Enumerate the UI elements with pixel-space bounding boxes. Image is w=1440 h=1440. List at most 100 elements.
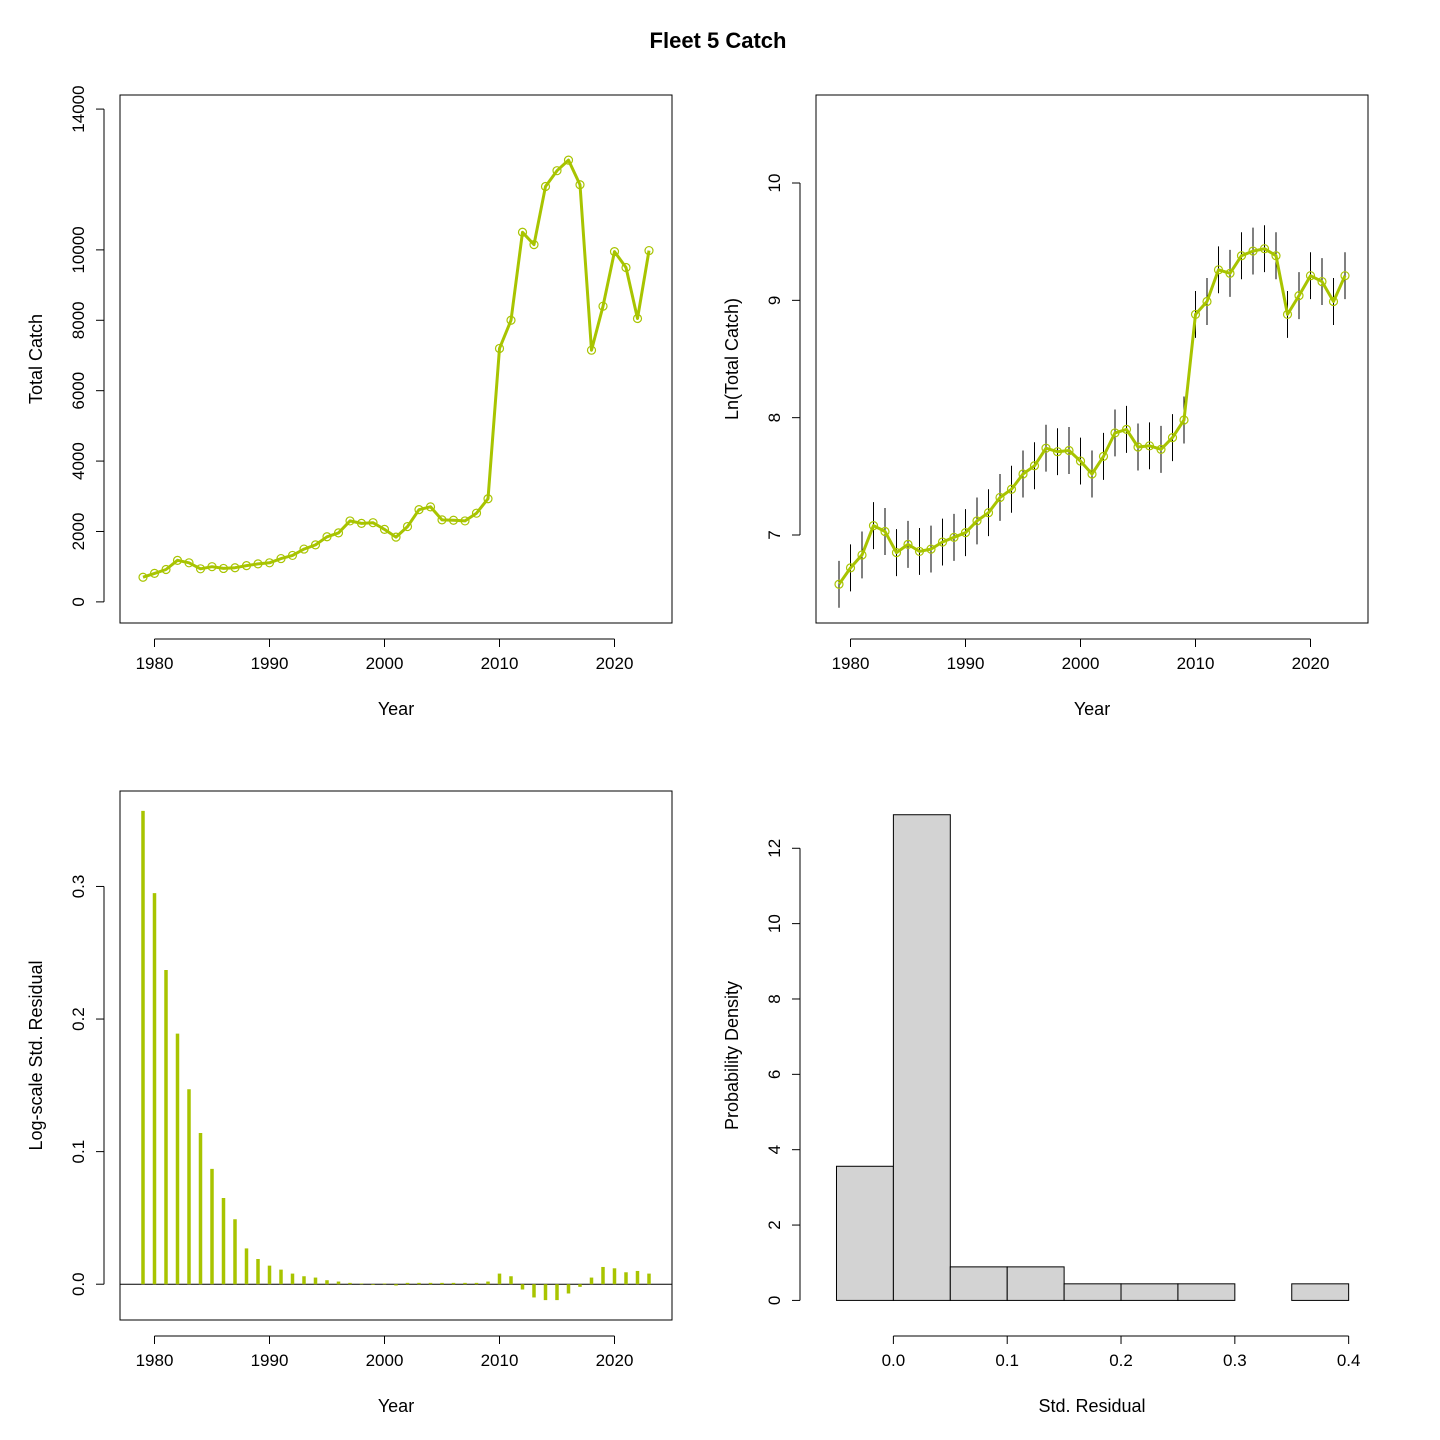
y-tick-label: 7: [765, 530, 784, 539]
plot-frame: [119, 790, 673, 1321]
data-point: [1259, 244, 1270, 254]
data-point: [333, 528, 344, 538]
data-point: [960, 528, 971, 538]
data-point: [1248, 246, 1258, 256]
histogram-bar: [1063, 1283, 1122, 1301]
data-point: [1041, 443, 1051, 453]
histogram-bar: [949, 1266, 1008, 1301]
data-point: [506, 315, 516, 325]
data-point: [276, 553, 286, 564]
data-point: [1179, 415, 1189, 425]
data-point: [563, 155, 574, 165]
x-tick-label: 2010: [481, 1351, 519, 1370]
series-line: [142, 158, 651, 579]
data-point: [1282, 309, 1293, 320]
x-tick-label: 1990: [251, 1351, 289, 1370]
y-axis: 7 8 9 10 Ln(Total Catch): [722, 174, 801, 540]
data-point: [621, 262, 631, 273]
y-tick-label: 10: [765, 914, 784, 933]
data-point: [195, 564, 206, 574]
x-tick-label: 2020: [1292, 654, 1330, 673]
data-point: [218, 563, 229, 574]
y-tick-label: 6000: [69, 372, 88, 410]
x-tick-label: 2010: [1177, 654, 1215, 673]
histogram-bar: [1006, 1266, 1065, 1301]
x-axis-label: Std. Residual: [1038, 1396, 1145, 1416]
histogram-bar: [1291, 1283, 1350, 1301]
y-tick-label: 0.2: [69, 1007, 88, 1031]
data-point: [983, 508, 994, 518]
data-point: [1271, 251, 1281, 261]
data-point: [149, 568, 160, 578]
data-point: [1006, 484, 1017, 494]
data-point: [1225, 268, 1235, 278]
x-tick-label: 0.3: [1223, 1351, 1247, 1370]
data-point: [207, 562, 217, 572]
data-point: [586, 345, 597, 355]
data-point: [1213, 265, 1224, 275]
x-tick-label: 1980: [832, 654, 870, 673]
data-point: [264, 558, 275, 568]
data-point: [368, 518, 378, 528]
data-marks: [835, 814, 1350, 1301]
data-point: [1087, 469, 1097, 479]
data-point: [529, 240, 539, 250]
plot-frame: [119, 94, 673, 624]
panel-total-catch: 1980 1990 2000 2010 2020 Year 0 2000 4000 6000 800…: [26, 85, 673, 719]
data-point: [356, 518, 367, 528]
data-point: [379, 524, 390, 534]
data-point: [483, 494, 493, 504]
x-tick-label: 2020: [596, 1351, 634, 1370]
data-point: [1328, 296, 1339, 307]
data-point: [1052, 447, 1063, 457]
y-tick-label: 10: [765, 174, 784, 193]
x-tick-label: 0.2: [1109, 1351, 1133, 1370]
panel-log-std-residual: 1980 1990 2000 2010 2020 Year 0.0 0.1 0.2 0.3 Log-…: [26, 790, 673, 1416]
data-point: [184, 558, 194, 568]
x-tick-label: 1980: [136, 654, 174, 673]
data-point: [834, 579, 844, 589]
data-point: [253, 559, 263, 569]
y-tick-label: 0.1: [69, 1140, 88, 1164]
data-point: [310, 540, 321, 550]
data-point: [552, 166, 562, 176]
y-axis-label: Probability Density: [722, 981, 742, 1130]
data-point: [598, 301, 608, 311]
x-tick-label: 0.0: [882, 1351, 906, 1370]
data-marks: [834, 225, 1350, 608]
data-point: [609, 247, 620, 257]
data-point: [926, 544, 936, 554]
y-axis: 0.0 0.1 0.2 0.3 Log-scale Std. Residual: [26, 875, 105, 1296]
data-point: [937, 537, 948, 547]
histogram-bar: [892, 814, 951, 1301]
data-point: [1190, 309, 1201, 320]
x-axis-label: Year: [378, 1396, 414, 1416]
x-tick-label: 1990: [947, 654, 985, 673]
data-point: [391, 532, 401, 542]
y-tick-label: 0: [69, 597, 88, 606]
data-point: [1018, 469, 1028, 479]
y-tick-label: 14000: [69, 85, 88, 132]
data-point: [644, 245, 654, 256]
data-point: [949, 532, 959, 542]
y-tick-label: 2: [765, 1220, 784, 1229]
data-point: [1167, 433, 1178, 443]
x-axis: 1980 1990 2000 2010 2020 Year: [832, 638, 1330, 719]
x-tick-label: 1980: [136, 1351, 174, 1370]
data-point: [494, 343, 505, 354]
data-point: [914, 546, 925, 557]
data-point: [1294, 291, 1304, 301]
data-point: [1305, 271, 1316, 281]
data-point: [1121, 424, 1132, 434]
x-tick-label: 1990: [251, 654, 289, 673]
data-point: [903, 539, 913, 549]
data-marks: [120, 810, 672, 1301]
data-point: [241, 561, 252, 571]
data-point: [1144, 441, 1155, 451]
x-axis: 1980 1990 2000 2010 2020 Year: [136, 638, 633, 719]
y-tick-label: 12: [765, 839, 784, 858]
y-axis-label: Log-scale Std. Residual: [26, 960, 46, 1150]
y-tick-label: 9: [765, 296, 784, 305]
y-axis-label: Ln(Total Catch): [722, 298, 742, 420]
data-point: [632, 313, 643, 324]
